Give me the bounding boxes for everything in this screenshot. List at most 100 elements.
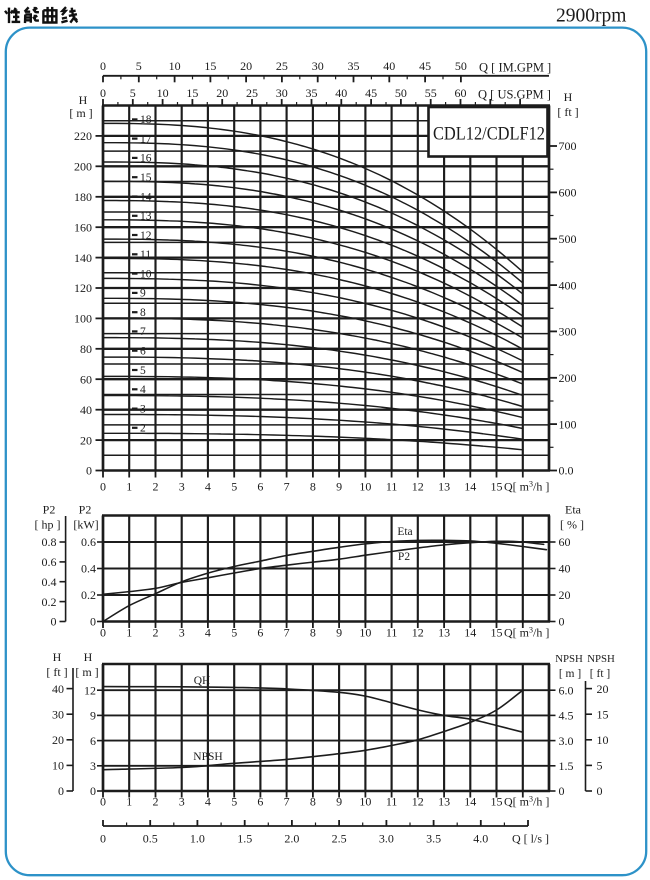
svg-text:5: 5 <box>231 795 237 809</box>
svg-text:5: 5 <box>140 365 146 377</box>
svg-text:15: 15 <box>491 480 503 494</box>
svg-text:100: 100 <box>559 417 577 431</box>
svg-text:8: 8 <box>310 795 316 809</box>
svg-text:20: 20 <box>52 733 64 747</box>
svg-text:0: 0 <box>100 832 106 846</box>
svg-text:40: 40 <box>383 59 395 73</box>
svg-text:5: 5 <box>130 86 136 100</box>
svg-text:15: 15 <box>186 86 198 100</box>
svg-text:40: 40 <box>335 86 347 100</box>
svg-text:1: 1 <box>126 626 132 640</box>
svg-text:13: 13 <box>438 795 450 809</box>
svg-text:0: 0 <box>90 615 96 629</box>
svg-text:15: 15 <box>491 795 503 809</box>
svg-text:0: 0 <box>100 86 106 100</box>
svg-text:0: 0 <box>100 795 106 809</box>
svg-text:8: 8 <box>310 480 316 494</box>
svg-text:5: 5 <box>231 626 237 640</box>
svg-text:[ % ]: [ % ] <box>560 518 584 532</box>
svg-text:4: 4 <box>140 384 146 396</box>
svg-text:30: 30 <box>52 707 64 721</box>
svg-text:0: 0 <box>100 626 106 640</box>
svg-text:220: 220 <box>74 129 92 143</box>
svg-text:NPSH: NPSH <box>193 751 222 763</box>
svg-text:18: 18 <box>140 114 152 126</box>
svg-text:30: 30 <box>312 59 324 73</box>
svg-text:4.0: 4.0 <box>473 832 488 846</box>
svg-text:7: 7 <box>284 626 290 640</box>
svg-text:0: 0 <box>559 784 565 798</box>
svg-text:45: 45 <box>419 59 431 73</box>
svg-text:13: 13 <box>438 626 450 640</box>
svg-text:11: 11 <box>386 795 398 809</box>
svg-text:15: 15 <box>491 626 503 640</box>
svg-text:12: 12 <box>140 230 152 242</box>
svg-text:80: 80 <box>80 342 92 356</box>
svg-text:6: 6 <box>257 480 263 494</box>
svg-text:600: 600 <box>559 186 577 200</box>
svg-text:P2: P2 <box>43 503 56 517</box>
svg-text:Q [ IM.GPM ]: Q [ IM.GPM ] <box>479 61 551 75</box>
svg-text:[ ft ]: [ ft ] <box>46 665 67 679</box>
svg-text:2: 2 <box>153 795 159 809</box>
svg-text:H: H <box>53 650 62 664</box>
svg-text:12: 12 <box>412 626 424 640</box>
svg-text:60: 60 <box>455 86 467 100</box>
svg-text:H: H <box>564 90 573 104</box>
svg-text:17: 17 <box>140 133 152 145</box>
svg-text:20: 20 <box>216 86 228 100</box>
svg-text:[ ft ]: [ ft ] <box>557 105 578 119</box>
svg-text:0: 0 <box>559 615 565 629</box>
svg-text:0.4: 0.4 <box>81 562 96 576</box>
svg-text:P2: P2 <box>79 503 92 517</box>
svg-text:10: 10 <box>597 733 609 747</box>
svg-text:14: 14 <box>464 795 476 809</box>
svg-text:0.8: 0.8 <box>42 535 57 549</box>
svg-text:5: 5 <box>136 59 142 73</box>
svg-text:8: 8 <box>140 307 146 319</box>
svg-text:13: 13 <box>438 480 450 494</box>
svg-text:1.0: 1.0 <box>190 832 205 846</box>
svg-text:0.6: 0.6 <box>42 555 57 569</box>
svg-text:25: 25 <box>276 59 288 73</box>
svg-text:7: 7 <box>284 795 290 809</box>
svg-text:0: 0 <box>597 784 603 798</box>
svg-text:Eta: Eta <box>565 503 582 517</box>
svg-text:13: 13 <box>140 211 152 223</box>
svg-text:25: 25 <box>246 86 258 100</box>
svg-text:180: 180 <box>74 190 92 204</box>
svg-text:30: 30 <box>276 86 288 100</box>
svg-text:16: 16 <box>140 153 152 165</box>
svg-text:55: 55 <box>425 86 437 100</box>
svg-text:10: 10 <box>140 268 152 280</box>
svg-text:6: 6 <box>257 626 263 640</box>
svg-text:NPSH: NPSH <box>587 653 615 665</box>
svg-text:200: 200 <box>559 371 577 385</box>
svg-text:6: 6 <box>257 795 263 809</box>
svg-text:10: 10 <box>52 759 64 773</box>
svg-text:12: 12 <box>412 480 424 494</box>
svg-text:8: 8 <box>310 626 316 640</box>
svg-text:[ m ]: [ m ] <box>69 106 92 120</box>
svg-text:20: 20 <box>240 59 252 73</box>
svg-text:11: 11 <box>386 626 398 640</box>
svg-text:12: 12 <box>412 795 424 809</box>
svg-text:50: 50 <box>395 86 407 100</box>
svg-text:11: 11 <box>140 249 151 261</box>
svg-text:[ hp ]: [ hp ] <box>35 518 61 532</box>
svg-text:Eta: Eta <box>397 526 412 538</box>
svg-text:20: 20 <box>559 588 571 602</box>
svg-text:1: 1 <box>126 795 132 809</box>
svg-text:20: 20 <box>80 433 92 447</box>
svg-text:0: 0 <box>51 615 57 629</box>
svg-text:H: H <box>79 93 88 107</box>
svg-text:50: 50 <box>455 59 467 73</box>
svg-text:4: 4 <box>205 480 211 494</box>
svg-text:45: 45 <box>365 86 377 100</box>
svg-text:0.2: 0.2 <box>42 595 57 609</box>
svg-text:10: 10 <box>359 795 371 809</box>
svg-text:6.0: 6.0 <box>559 683 574 697</box>
svg-text:160: 160 <box>74 220 92 234</box>
svg-text:7: 7 <box>284 480 290 494</box>
svg-text:0: 0 <box>90 784 96 798</box>
